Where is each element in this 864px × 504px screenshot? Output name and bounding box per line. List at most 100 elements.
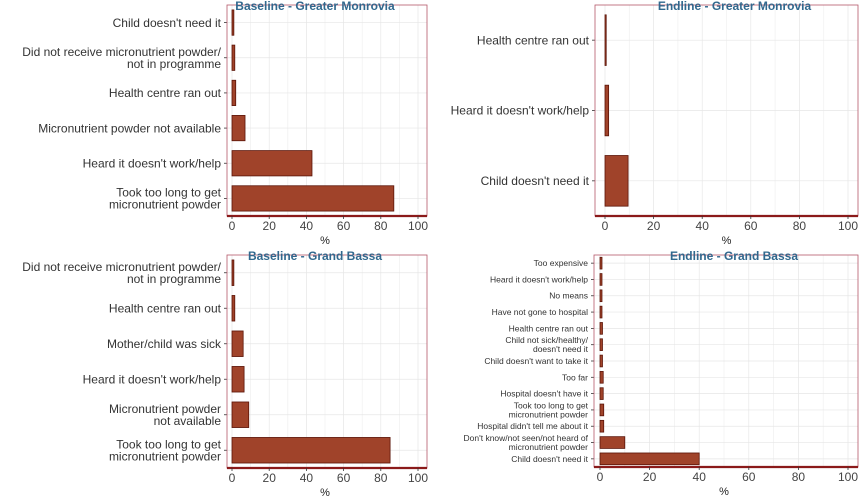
x-axis-label: % bbox=[722, 235, 732, 247]
bar bbox=[231, 115, 246, 142]
panel-1: Child doesn't need it Did not receive mic… bbox=[22, 0, 428, 247]
x-tick-label: 60 bbox=[742, 470, 756, 484]
panel-title: Baseline - Greater Monrovia bbox=[235, 0, 395, 13]
bar bbox=[599, 452, 700, 466]
bar bbox=[599, 387, 604, 400]
category-label-line: Did not receive micronutrient powder/ bbox=[22, 260, 221, 274]
bar bbox=[599, 371, 604, 384]
category-label-line: micronutrient powder bbox=[109, 198, 221, 212]
category-label-line: doesn't need it bbox=[533, 344, 589, 354]
category-label: Health centre ran out bbox=[109, 86, 222, 100]
panel-background bbox=[227, 255, 427, 468]
category-label-line: Took too long to get bbox=[514, 400, 589, 410]
category-label: No means bbox=[549, 291, 588, 301]
category-label-line: Child doesn't want to take it bbox=[484, 356, 588, 366]
x-tick-label: 40 bbox=[300, 219, 314, 233]
category-label-line: Child doesn't need it bbox=[481, 174, 590, 188]
x-axis-label: % bbox=[320, 235, 330, 247]
category-label-line: Micronutrient powder not available bbox=[38, 121, 221, 135]
bar bbox=[231, 295, 236, 322]
x-tick-label: 20 bbox=[643, 470, 657, 484]
bar bbox=[599, 273, 603, 286]
category-label: Health centre ran out bbox=[109, 301, 222, 315]
category-label: Did not receive micronutrient powder/not… bbox=[22, 260, 221, 286]
x-tick-label: 80 bbox=[374, 471, 388, 485]
x-tick-label: 20 bbox=[263, 471, 277, 485]
bar bbox=[599, 338, 603, 351]
x-tick-label: 20 bbox=[263, 219, 277, 233]
category-label: Heard it doesn't work/help bbox=[490, 274, 588, 284]
category-label-line: Child not sick/healthy/ bbox=[505, 335, 588, 345]
category-label-line: not in programme bbox=[127, 272, 221, 286]
category-label: Did not receive micronutrient powder/not… bbox=[22, 45, 221, 71]
bar bbox=[231, 330, 244, 357]
category-label-line: Have not gone to hospital bbox=[492, 307, 589, 317]
bar bbox=[599, 419, 605, 433]
category-label-line: Hospital doesn't have it bbox=[500, 389, 588, 399]
category-label-line: micronutrient powder bbox=[109, 449, 221, 463]
category-label-line: not available bbox=[154, 414, 222, 428]
bar bbox=[599, 256, 603, 270]
category-label-line: Did not receive micronutrient powder/ bbox=[22, 45, 221, 59]
category-label: Health centre ran out bbox=[509, 323, 589, 333]
category-label-line: Took too long to get bbox=[116, 437, 221, 451]
x-tick-label: 60 bbox=[337, 471, 351, 485]
category-label: Micronutrient powder not available bbox=[38, 121, 221, 135]
category-label-line: Health centre ran out bbox=[109, 301, 222, 315]
category-label: Child doesn't need it bbox=[113, 16, 222, 30]
category-label-line: Child doesn't need it bbox=[511, 454, 588, 464]
bar bbox=[231, 259, 235, 286]
category-label-line: Health centre ran out bbox=[509, 323, 589, 333]
category-label: Hospital doesn't have it bbox=[500, 389, 588, 399]
category-label-line: Micronutrient powder bbox=[109, 402, 221, 416]
x-tick-label: 80 bbox=[793, 219, 807, 233]
x-axis-label: % bbox=[719, 486, 729, 498]
x-tick-label: 100 bbox=[408, 219, 428, 233]
bar bbox=[231, 79, 237, 106]
x-tick-label: 100 bbox=[838, 470, 858, 484]
bar bbox=[599, 403, 605, 417]
x-tick-label: 40 bbox=[300, 471, 314, 485]
category-label-line: micronutrient powder bbox=[509, 409, 589, 419]
category-label-line: Health centre ran out bbox=[477, 33, 590, 47]
bar bbox=[599, 305, 603, 319]
panel-title: Endline - Grand Bassa bbox=[670, 249, 798, 263]
bar bbox=[599, 289, 603, 303]
category-label: Hospital didn't tell me about it bbox=[477, 421, 588, 431]
category-label: Too far bbox=[562, 372, 588, 382]
category-label-line: Heard it doesn't work/help bbox=[451, 104, 590, 118]
category-label-line: Heard it doesn't work/help bbox=[490, 274, 588, 284]
category-label-line: No means bbox=[549, 291, 588, 301]
category-label: Child doesn't need it bbox=[511, 454, 588, 464]
panel-2: Health centre ran out Heard it doesn't wo… bbox=[451, 0, 859, 247]
bar bbox=[231, 185, 395, 212]
panel-title: Endline - Greater Monrovia bbox=[658, 0, 812, 13]
x-tick-label: 20 bbox=[647, 219, 661, 233]
x-tick-label: 60 bbox=[744, 219, 758, 233]
bar bbox=[599, 354, 603, 368]
category-label-line: not in programme bbox=[127, 57, 221, 71]
bar bbox=[231, 9, 235, 36]
bar bbox=[604, 155, 629, 207]
bar bbox=[231, 366, 245, 393]
bar bbox=[604, 84, 610, 137]
category-label: Mother/child was sick bbox=[107, 337, 222, 351]
x-tick-label: 80 bbox=[374, 219, 388, 233]
category-label-line: Heard it doesn't work/help bbox=[83, 372, 222, 386]
bar bbox=[599, 436, 626, 449]
x-tick-label: 0 bbox=[597, 470, 604, 484]
category-label: Child doesn't want to take it bbox=[484, 356, 588, 366]
bar bbox=[604, 14, 607, 66]
x-tick-label: 60 bbox=[337, 219, 351, 233]
x-tick-label: 0 bbox=[602, 219, 609, 233]
bar bbox=[231, 44, 236, 71]
category-label-line: micronutrient powder bbox=[509, 442, 589, 452]
category-label-line: Heard it doesn't work/help bbox=[83, 156, 222, 170]
category-label: Health centre ran out bbox=[477, 33, 590, 47]
x-tick-label: 80 bbox=[792, 470, 806, 484]
category-label-line: Child doesn't need it bbox=[113, 16, 222, 30]
panel-title: Baseline - Grand Bassa bbox=[248, 249, 382, 263]
category-label-line: Mother/child was sick bbox=[107, 337, 222, 351]
bar bbox=[599, 322, 603, 335]
